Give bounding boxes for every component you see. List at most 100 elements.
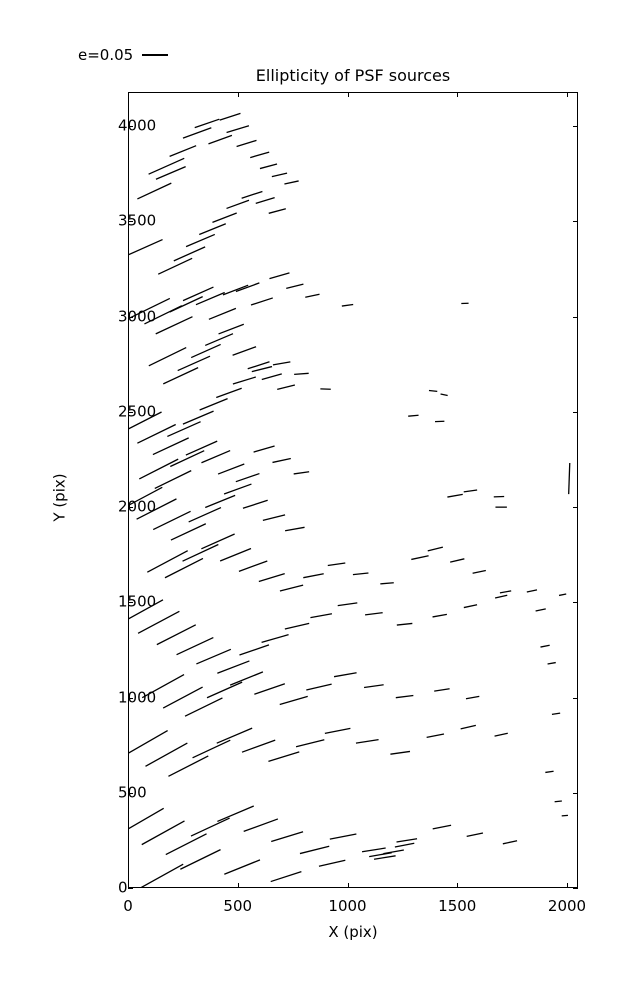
psf-whisker [247, 361, 270, 370]
y-tick-mark-right [573, 602, 578, 604]
psf-whisker [128, 807, 165, 830]
y-tick-label: 2500 [118, 402, 157, 421]
psf-whisker [238, 560, 268, 572]
psf-whisker [310, 613, 333, 619]
x-tick-mark [347, 883, 349, 888]
psf-whisker [268, 208, 286, 214]
psf-whisker [255, 197, 275, 205]
psf-whisker [182, 410, 214, 425]
psf-whisker [545, 770, 554, 774]
y-tick-label: 0 [118, 878, 128, 897]
psf-whisker [128, 411, 162, 430]
psf-whisker [361, 847, 386, 853]
scale-key-legend: e=0.05 [78, 44, 169, 66]
psf-whisker [164, 557, 204, 579]
psf-whisker [129, 297, 171, 319]
psf-whisker [333, 672, 357, 678]
psf-whisker [236, 139, 257, 148]
psf-whisker [157, 257, 193, 275]
psf-whisker [180, 849, 221, 870]
x-axis-label: X (pix) [328, 923, 378, 941]
psf-whisker [318, 859, 346, 867]
psf-whisker [306, 683, 332, 691]
psf-whisker [270, 870, 302, 883]
psf-whisker [373, 855, 396, 860]
psf-whisker [463, 604, 478, 609]
psf-whisker [355, 738, 379, 744]
y-tick-label: 4000 [118, 116, 157, 135]
psf-whisker [141, 673, 185, 699]
psf-whisker [547, 661, 556, 665]
psf-whisker [217, 660, 250, 674]
psf-whisker [271, 172, 288, 178]
psf-whisker [324, 727, 351, 735]
psf-whisker [337, 602, 358, 607]
psf-whisker [136, 498, 177, 520]
y-tick-label: 2000 [118, 497, 157, 516]
psf-whisker [535, 608, 546, 612]
psf-whisker [173, 246, 206, 262]
psf-whisker [194, 118, 220, 129]
psf-whisker [365, 612, 383, 616]
psf-whisker [258, 573, 285, 583]
psf-whisker [293, 471, 310, 475]
psf-whisker [182, 127, 212, 139]
psf-whisker [380, 582, 394, 585]
psf-whisker [250, 151, 270, 159]
psf-whisker [162, 367, 199, 385]
psf-whisker [138, 863, 184, 888]
y-tick-mark-right [573, 221, 578, 223]
psf-whisker [390, 750, 411, 755]
psf-whisker [185, 440, 218, 456]
psf-whisker [396, 838, 418, 843]
x-tick-mark-top [567, 92, 569, 97]
psf-whisker [271, 831, 304, 843]
psf-whisker [208, 134, 233, 145]
psf-whisker [426, 733, 445, 738]
psf-whisker [182, 286, 214, 302]
psf-whisker [232, 376, 256, 385]
psf-whisker [254, 683, 286, 695]
scale-key-label: e=0.05 [78, 45, 134, 64]
psf-whisker [165, 833, 207, 856]
psf-whisker [279, 584, 304, 592]
psf-whisker [219, 547, 252, 562]
y-tick-mark [128, 602, 133, 604]
psf-whisker [383, 849, 404, 855]
psf-whisker [432, 824, 452, 830]
psf-whisker [466, 832, 484, 838]
psf-whisker [250, 297, 273, 306]
x-tick-label: 1000 [328, 897, 367, 915]
y-axis-label: Y (pix) [50, 473, 69, 522]
psf-whisker [434, 688, 450, 692]
psf-whisker [239, 644, 270, 656]
psf-whisker [218, 323, 245, 335]
x-tick-mark [128, 883, 129, 888]
psf-whisker [279, 695, 308, 706]
psf-whisker [148, 157, 185, 175]
psf-whisker [182, 543, 219, 562]
psf-whisker [499, 590, 512, 594]
psf-whisker [241, 190, 263, 199]
psf-whisker [341, 303, 354, 307]
psf-whisker [167, 421, 201, 438]
psf-whisker [294, 372, 309, 375]
x-tick-mark [457, 883, 459, 888]
psf-whisker [284, 622, 310, 630]
psf-whisker [212, 212, 237, 223]
psf-whisker [242, 499, 268, 509]
psf-whisker [224, 859, 261, 875]
psf-whisker [526, 589, 538, 593]
psf-whisker [188, 506, 222, 523]
psf-whisker [154, 470, 192, 490]
x-tick-mark [237, 883, 239, 888]
y-tick-mark-right [573, 888, 578, 889]
x-tick-mark-top [347, 92, 349, 97]
psf-whisker [226, 125, 250, 134]
psf-whisker [440, 393, 448, 397]
psf-whisker [226, 199, 250, 210]
psf-whisker [329, 833, 357, 840]
y-tick-label: 1500 [118, 592, 157, 611]
psf-whisker [196, 648, 232, 665]
